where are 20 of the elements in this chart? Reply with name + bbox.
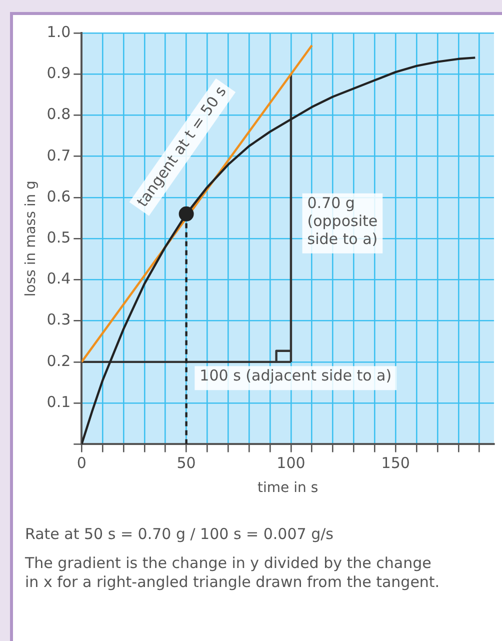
text: Rate at 50 s = 0.70 g / 100 s = 0.007 g/s bbox=[25, 525, 334, 544]
y-tick-label: 0.1 bbox=[46, 392, 71, 411]
y-tick-label: 0.8 bbox=[46, 105, 71, 124]
x-tick-label: 100 bbox=[276, 454, 306, 472]
x-tick-label: 0 bbox=[76, 454, 86, 472]
y-tick-label: 0.5 bbox=[46, 228, 71, 246]
y-tick-label: 0.9 bbox=[46, 64, 71, 82]
y-tick-label: 1.0 bbox=[46, 22, 71, 41]
y-axis-title: loss in mass in g bbox=[23, 180, 40, 297]
annotation: 0.70 g (opposite side to a) bbox=[307, 194, 378, 248]
y-tick-label: 0.7 bbox=[46, 146, 71, 164]
y-tick-label: 0.4 bbox=[46, 270, 71, 288]
y-tick-label: 0.2 bbox=[46, 352, 71, 370]
y-tick-label: 0.3 bbox=[46, 310, 71, 329]
y-tick-label: 0.6 bbox=[46, 187, 71, 206]
text: The gradient is the change in y divided by the change in x for a right-angled triangle drawn from the tangent. bbox=[25, 554, 441, 592]
x-tick-label: 150 bbox=[381, 454, 410, 472]
x-tick-label: 50 bbox=[176, 454, 196, 472]
annotation: 100 s (adjacent side to a) bbox=[200, 366, 392, 384]
x-axis-title: time in s bbox=[258, 480, 318, 496]
